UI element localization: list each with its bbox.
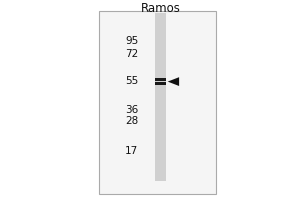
Text: 95: 95: [125, 36, 138, 46]
Text: 28: 28: [125, 116, 138, 126]
Text: 36: 36: [125, 105, 138, 115]
Bar: [155, 82, 166, 85]
Bar: [155, 13, 166, 181]
Polygon shape: [168, 77, 179, 86]
Text: 17: 17: [125, 146, 138, 156]
Text: 55: 55: [125, 76, 138, 86]
Bar: [155, 78, 166, 81]
Bar: [99, 11, 216, 194]
Text: 72: 72: [125, 49, 138, 59]
Text: Ramos: Ramos: [141, 2, 180, 15]
